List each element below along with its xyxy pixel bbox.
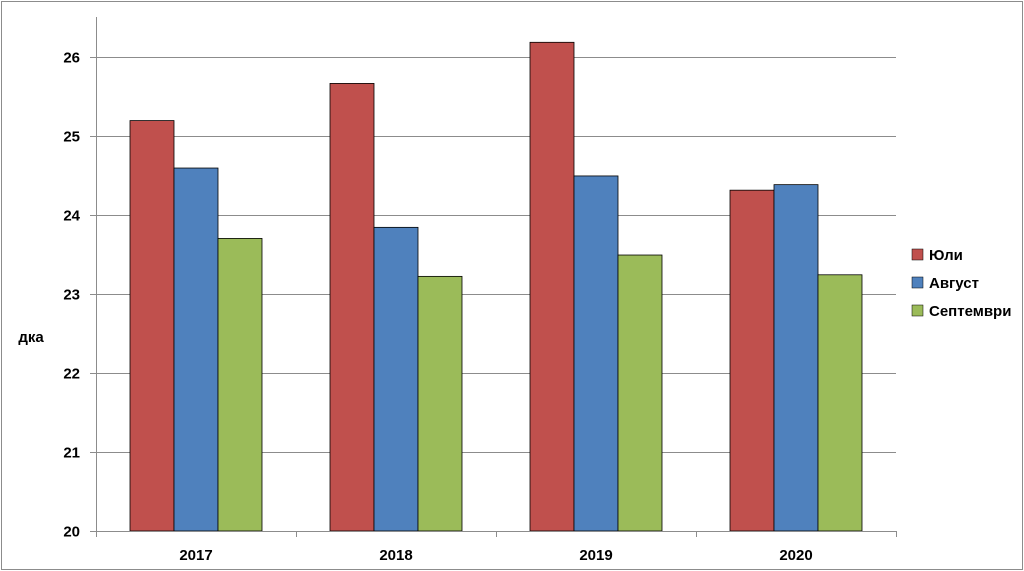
legend-swatch	[911, 304, 924, 317]
legend-label: Септември	[929, 303, 1011, 320]
legend: Юли Август Септември	[911, 247, 1011, 320]
y-tick-label: 20	[63, 524, 80, 541]
axes	[96, 17, 897, 537]
y-tick-label: 22	[63, 366, 80, 383]
y-axis-title: дка	[18, 329, 44, 346]
bar-2017-Август	[173, 167, 219, 532]
y-tick-label: 25	[63, 129, 80, 146]
x-tick-label: 2017	[179, 547, 212, 564]
legend-swatch	[911, 276, 924, 289]
y-tick-label: 24	[63, 208, 80, 225]
bar-2020-Септември	[817, 274, 863, 532]
y-tick-labels: 20 21 22 23 24 25 26	[63, 50, 80, 541]
y-tick-label: 26	[63, 50, 80, 67]
bar-2019-Август	[573, 175, 619, 532]
x-tick-label: 2020	[779, 547, 812, 564]
bars	[129, 41, 863, 532]
bar-2017-Септември	[217, 238, 263, 532]
bar-2020-Юли	[729, 189, 775, 532]
y-tick-label: 21	[63, 445, 80, 462]
bar-2018-Август	[373, 226, 419, 532]
x-tick-label: 2019	[579, 547, 612, 564]
bar-2019-Юли	[529, 41, 575, 532]
x-tick-labels: 2017 2018 2019 2020	[179, 547, 812, 564]
legend-label: Юли	[929, 247, 963, 264]
y-tick-label: 23	[63, 287, 80, 304]
bar-2018-Септември	[417, 275, 463, 532]
bar-2020-Август	[773, 184, 819, 532]
bar-2018-Юли	[329, 83, 375, 532]
bar-2019-Септември	[617, 254, 663, 532]
legend-swatch	[911, 248, 924, 261]
legend-label: Август	[929, 275, 979, 292]
bar-2017-Юли	[129, 120, 175, 532]
x-tick-label: 2018	[379, 547, 412, 564]
